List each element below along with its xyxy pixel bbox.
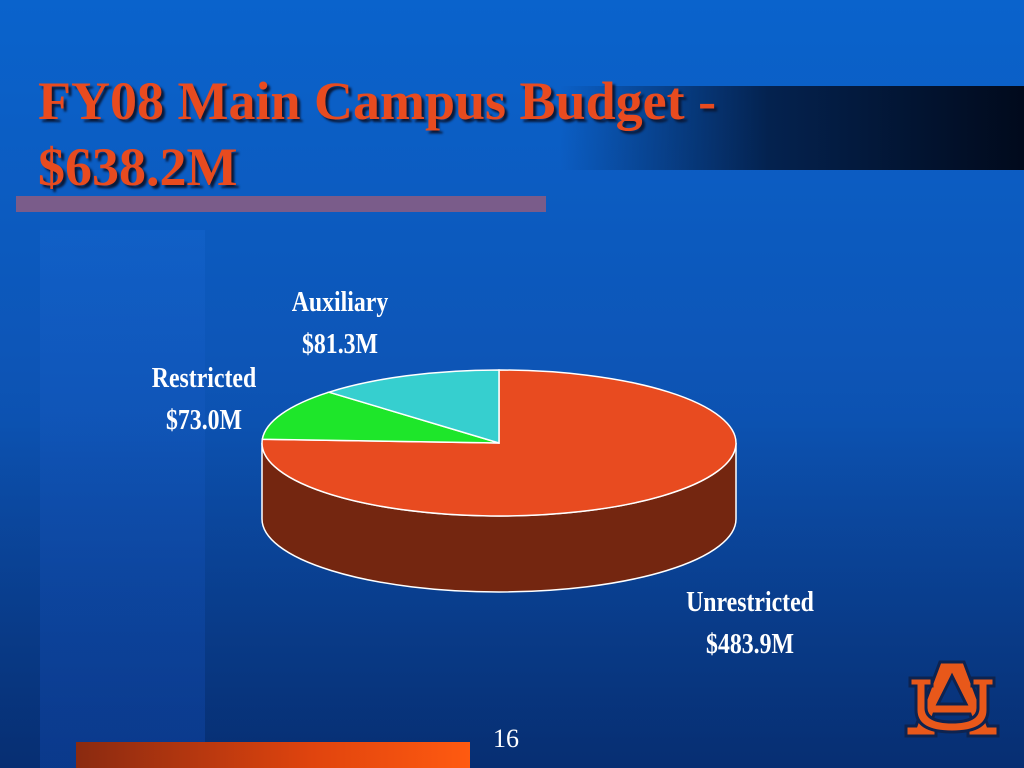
unrestricted-name: Unrestricted	[686, 587, 814, 618]
auxiliary-value: $81.3M	[301, 329, 379, 360]
bottom-accent-bar	[76, 742, 470, 768]
slide-number: 16	[493, 724, 519, 753]
title-band	[560, 86, 1024, 170]
auburn-logo-icon	[904, 660, 1000, 738]
label-unrestricted: Unrestricted $483.9M	[674, 582, 827, 666]
pie-slice-auxiliary	[326, 369, 500, 445]
label-auxiliary: Auxiliary $81.3M	[281, 282, 400, 366]
pie-slice-restricted	[261, 391, 500, 444]
restricted-value: $73.0M	[165, 405, 243, 436]
restricted-name: Restricted	[151, 363, 257, 394]
slide-title: FY08 Main Campus Budget - $638.2M	[38, 71, 717, 197]
title-underline	[16, 196, 546, 212]
auxiliary-name: Auxiliary	[291, 287, 389, 318]
unrestricted-value: $483.9M	[706, 629, 794, 660]
decorative-strip	[40, 230, 205, 768]
pie-slice-unrestricted	[261, 369, 737, 517]
label-restricted: Restricted $73.0M	[139, 358, 268, 442]
